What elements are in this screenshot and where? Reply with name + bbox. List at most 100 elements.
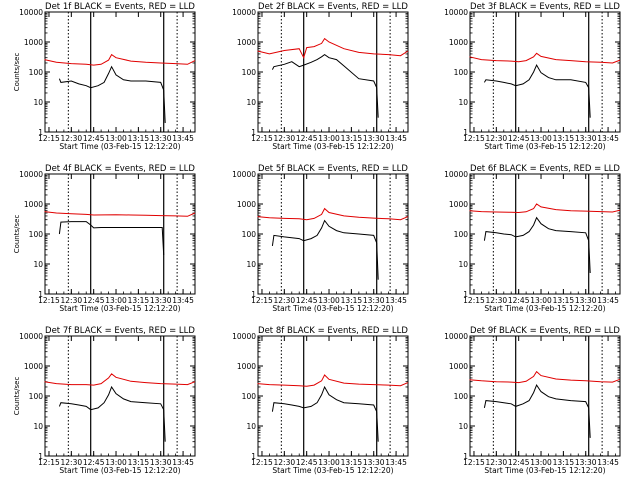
x-tick-label: 12:15 bbox=[463, 134, 485, 143]
x-tick-label: 13:45 bbox=[597, 458, 619, 467]
x-axis-label: Start Time (03-Feb-15 12:12:20) bbox=[59, 466, 180, 475]
y-tick-label: 10000 bbox=[232, 170, 256, 179]
lld-series-line bbox=[257, 207, 409, 221]
plot-frame bbox=[469, 11, 621, 133]
y-tick-label: 1000 bbox=[449, 362, 468, 371]
y-tick-label: 1000 bbox=[237, 362, 256, 371]
x-tick-label: 12:15 bbox=[38, 296, 60, 305]
y-tick-label: 10000 bbox=[444, 8, 468, 17]
x-tick-label: 13:45 bbox=[172, 134, 194, 143]
x-tick-label: 13:00 bbox=[530, 134, 552, 143]
y-tick-label: 10000 bbox=[19, 170, 43, 179]
x-tick-label: 13:30 bbox=[363, 134, 385, 143]
detector-panel-5: Det 5f BLACK = Events, RED = LLD 1 10 100 10… bbox=[232, 164, 409, 313]
x-tick-label: 13:00 bbox=[318, 458, 340, 467]
x-tick-label: 12:45 bbox=[508, 296, 530, 305]
y-tick-label: 1000 bbox=[24, 200, 43, 209]
lld-series-line bbox=[44, 211, 196, 217]
plot-frame bbox=[257, 173, 409, 295]
x-tick-label: 13:00 bbox=[105, 134, 127, 143]
events-series-line bbox=[483, 216, 591, 274]
x-tick-label: 13:15 bbox=[341, 458, 363, 467]
y-tick-label: 10000 bbox=[444, 332, 468, 341]
x-tick-label: 12:30 bbox=[61, 134, 83, 143]
x-axis-label: Start Time (03-Feb-15 12:12:20) bbox=[272, 142, 393, 151]
x-tick-label: 13:00 bbox=[318, 134, 340, 143]
x-tick-label: 13:30 bbox=[363, 458, 385, 467]
y-tick-label: 10000 bbox=[232, 332, 256, 341]
y-tick-label: 10 bbox=[458, 98, 468, 107]
x-tick-label: 13:30 bbox=[575, 134, 597, 143]
y-tick-label: 10 bbox=[33, 422, 43, 431]
y-tick-label: 10 bbox=[458, 422, 468, 431]
panel-title: Det 4f BLACK = Events, RED = LLD bbox=[45, 164, 195, 174]
events-series-line bbox=[483, 63, 591, 118]
detector-panel-8: Det 8f BLACK = Events, RED = LLD 1 10 100 10… bbox=[232, 326, 409, 475]
x-tick-label: 12:30 bbox=[274, 458, 296, 467]
x-tick-label: 13:15 bbox=[553, 296, 575, 305]
x-tick-label: 13:45 bbox=[385, 134, 407, 143]
x-tick-label: 12:30 bbox=[61, 296, 83, 305]
x-tick-label: 12:45 bbox=[508, 458, 530, 467]
panel-title: Det 8f BLACK = Events, RED = LLD bbox=[258, 326, 408, 336]
x-axis-label: Start Time (03-Feb-15 12:12:20) bbox=[59, 304, 180, 313]
x-tick-label: 13:30 bbox=[150, 458, 172, 467]
x-tick-label: 12:45 bbox=[296, 134, 318, 143]
lld-series-line bbox=[469, 52, 621, 64]
y-tick-label: 10000 bbox=[19, 8, 43, 17]
x-tick-label: 12:30 bbox=[486, 458, 508, 467]
x-tick-label: 13:30 bbox=[575, 296, 597, 305]
y-tick-label: 10 bbox=[33, 260, 43, 269]
x-tick-label: 12:45 bbox=[83, 296, 105, 305]
y-axis-label: Counts/sec bbox=[13, 215, 21, 254]
y-tick-label: 100 bbox=[454, 68, 469, 77]
detector-panel-7: Det 7f BLACK = Events, RED = LLD 1 10 100 10… bbox=[13, 326, 196, 475]
x-tick-label: 13:00 bbox=[530, 458, 552, 467]
x-axis-label: Start Time (03-Feb-15 12:12:20) bbox=[484, 304, 605, 313]
x-tick-label: 13:15 bbox=[128, 134, 150, 143]
y-tick-label: 10 bbox=[458, 260, 468, 269]
plot-frame bbox=[469, 173, 621, 295]
detector-panel-3: Det 3f BLACK = Events, RED = LLD 1 10 100 10… bbox=[444, 2, 621, 151]
x-tick-label: 12:45 bbox=[296, 296, 318, 305]
y-tick-label: 1 bbox=[38, 128, 43, 137]
plot-frame bbox=[469, 335, 621, 457]
x-tick-label: 12:15 bbox=[251, 134, 273, 143]
panel-title: Det 9f BLACK = Events, RED = LLD bbox=[470, 326, 620, 336]
panel-title: Det 1f BLACK = Events, RED = LLD bbox=[45, 2, 195, 12]
events-series-line bbox=[271, 385, 379, 442]
x-tick-label: 12:15 bbox=[463, 458, 485, 467]
lld-series-line bbox=[44, 373, 196, 386]
x-tick-label: 12:15 bbox=[251, 458, 273, 467]
x-tick-label: 12:30 bbox=[274, 134, 296, 143]
x-tick-label: 12:30 bbox=[61, 458, 83, 467]
x-tick-label: 12:45 bbox=[508, 134, 530, 143]
y-tick-label: 100 bbox=[242, 230, 257, 239]
plot-frame bbox=[257, 335, 409, 457]
lld-series-line bbox=[469, 370, 621, 384]
y-axis-label: Counts/sec bbox=[13, 53, 21, 92]
panel-title: Det 6f BLACK = Events, RED = LLD bbox=[470, 164, 620, 174]
x-axis-label: Start Time (03-Feb-15 12:12:20) bbox=[272, 304, 393, 313]
x-axis-label: Start Time (03-Feb-15 12:12:20) bbox=[484, 466, 605, 475]
y-tick-label: 1 bbox=[38, 290, 43, 299]
y-tick-label: 10000 bbox=[232, 8, 256, 17]
y-tick-label: 100 bbox=[454, 230, 469, 239]
y-tick-label: 100 bbox=[454, 392, 469, 401]
y-tick-label: 10 bbox=[246, 260, 256, 269]
x-tick-label: 13:45 bbox=[597, 134, 619, 143]
y-tick-label: 1 bbox=[251, 452, 256, 461]
y-tick-label: 100 bbox=[29, 392, 44, 401]
panel-title: Det 5f BLACK = Events, RED = LLD bbox=[258, 164, 408, 174]
lld-series-line bbox=[44, 53, 196, 66]
plot-frame bbox=[257, 11, 409, 133]
x-axis-label: Start Time (03-Feb-15 12:12:20) bbox=[272, 466, 393, 475]
y-tick-label: 1000 bbox=[237, 38, 256, 47]
x-axis-label: Start Time (03-Feb-15 12:12:20) bbox=[59, 142, 180, 151]
y-tick-label: 1 bbox=[463, 290, 468, 299]
x-tick-label: 13:15 bbox=[341, 296, 363, 305]
y-tick-label: 100 bbox=[29, 68, 44, 77]
detector-panel-6: Det 6f BLACK = Events, RED = LLD 1 10 100 10… bbox=[444, 164, 621, 313]
y-tick-label: 100 bbox=[29, 230, 44, 239]
